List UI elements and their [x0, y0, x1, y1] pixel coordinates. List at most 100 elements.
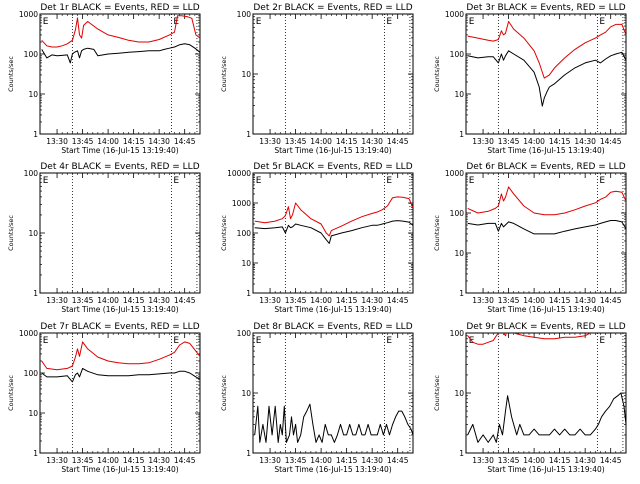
y-tick-label: 100 [237, 229, 252, 238]
x-tick-label: 14:00 [97, 296, 119, 305]
x-tick-label: 14:30 [574, 137, 596, 146]
y-tick-label: 10 [454, 90, 464, 99]
x-axis-label: Start Time (16-Jul-15 13:19:40) [274, 305, 391, 314]
x-tick-label: 14:00 [523, 296, 545, 305]
x-tick-label: 14:45 [174, 296, 196, 305]
lld-series-line [467, 333, 626, 345]
y-tick-label: 10000 [227, 169, 251, 178]
y-tick-label: 100 [24, 169, 39, 178]
e-marker: E [386, 176, 392, 186]
y-tick-label: 10 [241, 70, 251, 79]
x-tick-label: 14:30 [574, 456, 596, 465]
plot-title: Det 7r BLACK = Events, RED = LLD [40, 322, 199, 332]
x-tick-label: 13:45 [498, 137, 520, 146]
x-tick-label: 13:30 [46, 456, 68, 465]
e-marker: E [43, 336, 49, 346]
plot-title: Det 6r BLACK = Events, RED = LLD [466, 162, 625, 172]
x-tick-label: 14:00 [97, 456, 119, 465]
x-tick-label: 14:30 [574, 296, 596, 305]
y-tick-label: 1 [33, 289, 38, 298]
plot-frame [39, 172, 201, 294]
x-tick-label: 14:00 [523, 456, 545, 465]
plot-panel-3: Det 3r BLACK = Events, RED = LLD E E 1 10 100… [433, 3, 627, 155]
x-tick-label: 13:45 [285, 296, 307, 305]
plot-title: Det 8r BLACK = Events, RED = LLD [253, 322, 412, 332]
x-tick-label: 13:30 [259, 456, 281, 465]
events-series-line [41, 367, 200, 383]
plot-frame [39, 332, 201, 454]
x-tick-label: 13:30 [46, 296, 68, 305]
x-tick-label: 13:45 [498, 456, 520, 465]
events-series-line [254, 220, 413, 244]
plot-title: Det 4r BLACK = Events, RED = LLD [40, 162, 199, 172]
x-tick-label: 13:45 [72, 456, 94, 465]
plot-frame [252, 332, 414, 454]
y-tick-label: 1 [33, 449, 38, 458]
x-tick-label: 14:45 [387, 137, 409, 146]
e-marker: E [43, 176, 49, 186]
x-axis-label: Start Time (16-Jul-15 13:19:40) [274, 146, 391, 155]
e-marker: E [599, 176, 605, 186]
x-tick-label: 14:15 [336, 137, 358, 146]
x-tick-label: 14:45 [387, 456, 409, 465]
plot-panel-8: Det 8r BLACK = Events, RED = LLD E E 1 10 100… [220, 322, 414, 474]
y-tick-label: 10 [28, 229, 38, 238]
e-marker: E [599, 336, 605, 346]
x-tick-label: 13:30 [46, 137, 68, 146]
e-marker: E [43, 17, 49, 27]
y-tick-label: 10 [241, 259, 251, 268]
y-tick-label: 1 [459, 130, 464, 139]
x-tick-label: 14:30 [148, 456, 170, 465]
x-axis-label: Start Time (16-Jul-15 13:19:40) [61, 465, 178, 474]
y-tick-label: 100 [450, 209, 465, 218]
x-tick-label: 14:15 [549, 137, 571, 146]
plot-frame [465, 172, 627, 294]
y-axis-label: Counts/sec [220, 215, 228, 251]
y-tick-label: 10 [241, 389, 251, 398]
e-marker: E [256, 176, 262, 186]
y-tick-label: 100 [450, 329, 465, 338]
y-tick-label: 10 [28, 90, 38, 99]
x-tick-label: 14:45 [600, 137, 622, 146]
lld-series-line [41, 15, 200, 48]
y-axis-label: Counts/sec [7, 375, 15, 411]
x-tick-label: 14:15 [336, 456, 358, 465]
y-tick-label: 10 [454, 249, 464, 258]
events-series-line [467, 220, 626, 235]
plot-frame [252, 172, 414, 294]
events-series-line [467, 50, 626, 107]
y-tick-label: 1 [459, 289, 464, 298]
x-tick-label: 14:30 [148, 137, 170, 146]
x-tick-label: 14:00 [310, 296, 332, 305]
e-marker: E [386, 336, 392, 346]
y-tick-label: 100 [237, 10, 252, 19]
events-series-line [254, 403, 413, 443]
x-tick-label: 14:45 [600, 296, 622, 305]
y-tick-label: 1000 [19, 329, 38, 338]
events-series-line [41, 43, 200, 64]
x-tick-label: 14:15 [123, 137, 145, 146]
plot-frame [39, 13, 201, 135]
y-axis-label: Counts/sec [433, 56, 441, 92]
x-tick-label: 14:15 [549, 456, 571, 465]
y-axis-label: Counts/sec [220, 56, 228, 92]
x-tick-label: 13:30 [259, 137, 281, 146]
y-tick-label: 1 [246, 449, 251, 458]
plot-title: Det 3r BLACK = Events, RED = LLD [466, 3, 625, 13]
plot-panel-6: Det 6r BLACK = Events, RED = LLD E E 1 10 100… [433, 162, 627, 314]
y-axis-label: Counts/sec [433, 375, 441, 411]
x-tick-label: 13:45 [72, 296, 94, 305]
y-tick-label: 1000 [445, 10, 464, 19]
plot-panel-2: Det 2r BLACK = Events, RED = LLD E E 1 10 100… [220, 3, 414, 155]
y-tick-label: 1 [459, 449, 464, 458]
x-tick-label: 13:30 [472, 137, 494, 146]
plot-title: Det 2r BLACK = Events, RED = LLD [253, 3, 412, 13]
x-tick-label: 13:45 [72, 137, 94, 146]
y-tick-label: 100 [237, 329, 252, 338]
y-tick-label: 1000 [232, 199, 251, 208]
x-tick-label: 14:00 [310, 456, 332, 465]
x-tick-label: 14:15 [549, 296, 571, 305]
